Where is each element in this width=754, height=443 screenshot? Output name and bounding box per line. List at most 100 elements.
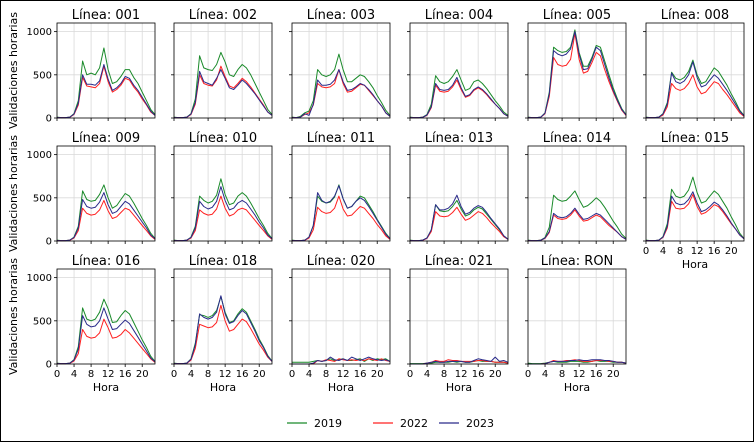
y-axis-title: Validaciones horarias <box>7 135 20 252</box>
panel-title: Línea: 008 <box>661 8 729 23</box>
series-line-2022 <box>646 74 745 119</box>
x-tick-label: 0 <box>643 246 649 257</box>
series-line-2023 <box>292 69 391 119</box>
y-axis-title: Validaciones horarias <box>7 258 20 375</box>
panel-title: Línea: 010 <box>189 131 257 146</box>
series-line-2023 <box>57 64 156 119</box>
x-tick-label: 0 <box>171 369 177 380</box>
series-line-2022 <box>57 199 156 242</box>
panel-title: Línea: 002 <box>189 8 257 23</box>
panel-title: Línea: 001 <box>72 8 140 23</box>
panel-frame <box>291 268 391 365</box>
series-line-2023 <box>410 356 509 365</box>
panel-frame <box>173 268 273 365</box>
series-line-2023 <box>174 295 273 365</box>
panel-title: Línea: 011 <box>307 131 375 146</box>
panel-frame <box>56 22 156 119</box>
x-tick-label: 16 <box>119 369 132 380</box>
x-axis-title: Hora <box>682 258 708 271</box>
legend: 2019 2022 2023 <box>287 417 494 430</box>
panel-frame <box>291 22 391 119</box>
x-tick-label: 16 <box>354 369 367 380</box>
panel: Línea: 021 0 4 8 12 16 20 Hora <box>407 254 509 394</box>
x-tick-label: 12 <box>691 246 704 257</box>
y-tick-label: 0 <box>46 237 52 248</box>
panel-frame <box>173 145 273 242</box>
panel-frame <box>645 22 745 119</box>
series-line-2023 <box>410 194 509 242</box>
x-tick-label: 20 <box>607 369 620 380</box>
x-tick-label: 8 <box>88 369 94 380</box>
x-tick-label: 16 <box>590 369 603 380</box>
panel-frame <box>56 145 156 242</box>
panel: Línea: 004 <box>407 8 509 121</box>
series-line-2023 <box>174 69 273 119</box>
x-tick-label: 12 <box>455 369 468 380</box>
panel: Línea: 020 0 4 8 12 16 20 Hora <box>289 254 391 394</box>
panel-frame <box>645 145 745 242</box>
x-axis-title: Hora <box>93 381 119 394</box>
x-tick-label: 4 <box>542 369 548 380</box>
series-line-2019 <box>409 199 509 242</box>
panel-frame <box>173 22 273 119</box>
panel: Línea: 009 0 500 1000 Validaciones horarias <box>7 131 156 252</box>
panel-title: Línea: 014 <box>543 131 611 146</box>
series-line-2023 <box>646 61 745 119</box>
panel-frame <box>527 145 627 242</box>
panel-frame <box>409 145 509 242</box>
series-line-2019 <box>56 298 156 365</box>
x-tick-label: 8 <box>677 246 683 257</box>
panel-title: Línea: 004 <box>425 8 493 23</box>
x-tick-label: 20 <box>725 246 738 257</box>
x-tick-label: 4 <box>306 369 312 380</box>
x-tick-label: 12 <box>337 369 350 380</box>
panel-frame <box>56 268 156 365</box>
panel-title: Línea: 009 <box>72 131 140 146</box>
panel: Línea: 002 <box>171 8 273 121</box>
x-tick-label: 4 <box>188 369 194 380</box>
series-line-2022 <box>57 65 156 119</box>
panel: Línea: 005 <box>525 8 627 121</box>
x-tick-label: 16 <box>472 369 485 380</box>
x-tick-label: 16 <box>236 369 249 380</box>
legend-label: 2023 <box>466 417 494 430</box>
y-tick-label: 0 <box>46 360 52 371</box>
y-tick-label: 1000 <box>27 150 52 161</box>
panel-title: Línea: 018 <box>189 254 257 269</box>
panel: Línea: RON 0 4 8 12 16 20 Hora <box>525 254 627 394</box>
x-axis-title: Hora <box>210 381 236 394</box>
series-line-2022 <box>646 193 745 242</box>
panel-title: Línea: RON <box>541 254 614 269</box>
panel-frame <box>409 268 509 365</box>
x-tick-label: 0 <box>525 369 531 380</box>
series-line-2022 <box>57 318 156 365</box>
x-axis-title: Hora <box>328 381 354 394</box>
panel-frame <box>409 22 509 119</box>
series-line-2022 <box>528 32 627 119</box>
y-tick-label: 500 <box>33 316 52 327</box>
panel-title: Línea: 005 <box>543 8 611 23</box>
series-line-2023 <box>528 207 627 242</box>
x-tick-label: 12 <box>102 369 115 380</box>
series-line-2023 <box>528 31 627 119</box>
panel-title: Línea: 021 <box>425 254 493 269</box>
series-line-2023 <box>410 76 509 119</box>
panel: Línea: 013 <box>407 131 509 244</box>
x-tick-label: 4 <box>660 246 666 257</box>
panel-title: Línea: 003 <box>307 8 375 23</box>
x-axis-title: Hora <box>564 381 590 394</box>
panel: Línea: 008 <box>643 8 745 121</box>
panel-frame <box>527 268 627 365</box>
panel-title: Línea: 016 <box>72 254 140 269</box>
panel: Línea: 018 0 4 8 12 16 20 Hora <box>171 254 273 394</box>
y-tick-label: 500 <box>33 193 52 204</box>
x-tick-label: 8 <box>441 369 447 380</box>
y-tick-label: 500 <box>33 70 52 81</box>
series-line-2022 <box>528 209 627 242</box>
panel-frame <box>291 145 391 242</box>
panel: Línea: 010 <box>171 131 273 244</box>
series-line-2023 <box>292 185 391 242</box>
